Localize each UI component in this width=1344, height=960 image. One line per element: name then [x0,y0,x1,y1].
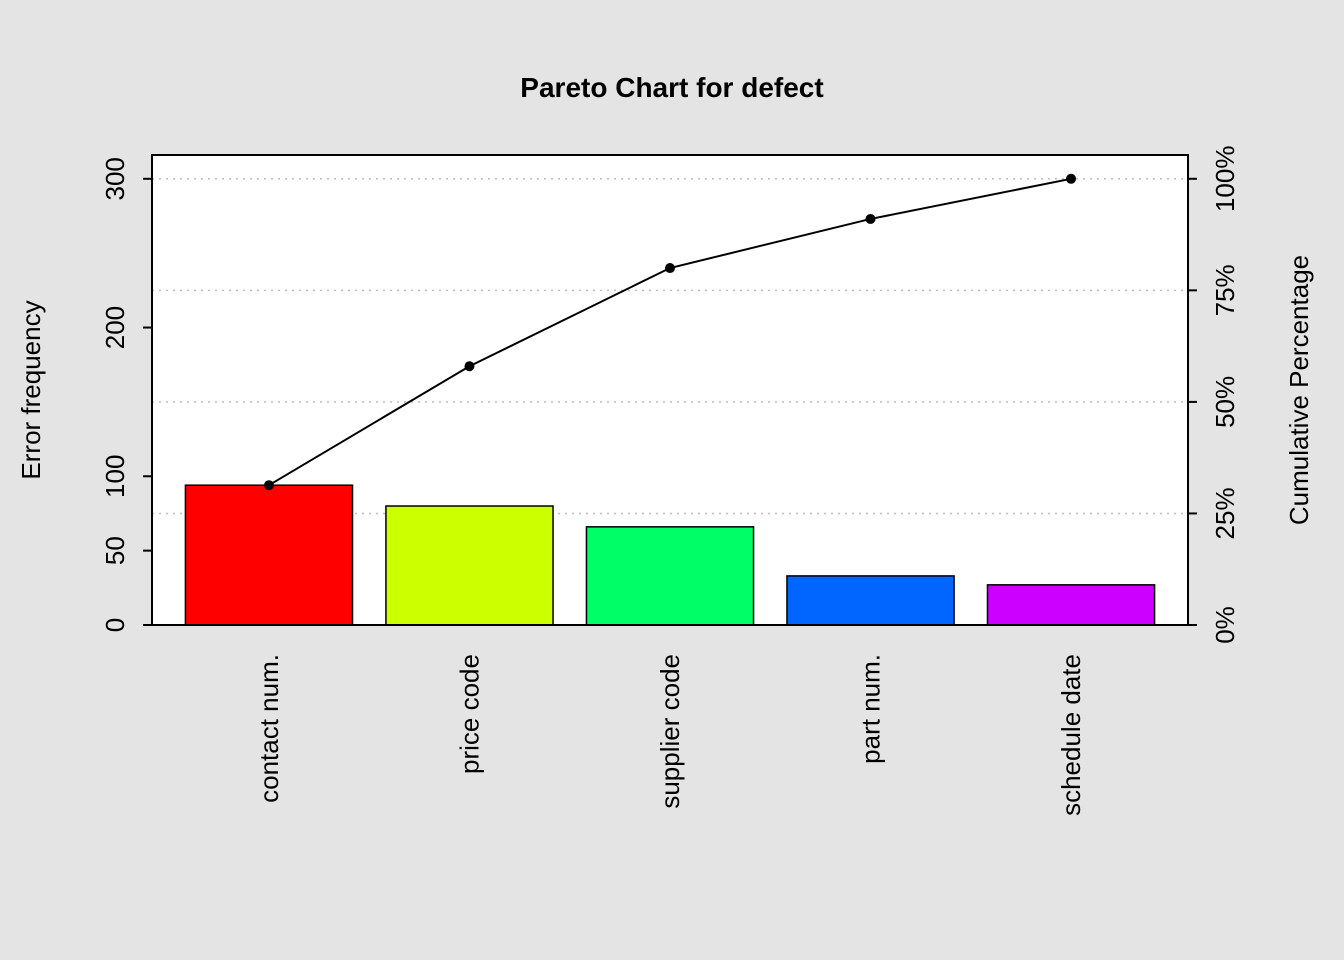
left-axis-title: Error frequency [16,300,46,479]
cumulative-point-2 [464,361,475,372]
bar-5 [986,584,1156,626]
left-axis-tick-label: 50 [100,536,130,565]
bars-layer [184,484,1156,626]
plot-box [151,154,1189,626]
cumulative-point-4 [865,213,876,224]
cumulative-line-layer [263,173,1077,491]
right-axis-tick-label: 0% [1210,606,1240,644]
right-axis-title: Cumulative Percentage [1284,255,1314,525]
x-category-label-4: part num. [856,654,886,764]
cumulative-point-1 [263,480,274,491]
cumulative-point-3 [665,263,675,274]
bar-1 [184,484,354,626]
x-category-label-1: contact num. [254,654,284,803]
left-axis-tick-label: 300 [100,157,130,200]
x-category-label-3: supplier code [655,654,685,809]
right-axis-tick-label: 50% [1210,376,1240,428]
left-axis-tick-label: 0 [100,618,130,632]
cumulative-point-5 [1066,173,1077,184]
x-category-label-2: price code [454,654,484,774]
axes-layer: 0 50 100 200 300 0% 25% 50% 75% 100% [100,146,1240,644]
bar-4 [786,575,955,626]
left-axis-tick-label: 100 [100,455,130,498]
right-axis-tick-label: 25% [1210,487,1240,539]
x-axis-labels-layer: contact num. price code supplier code part … [254,654,1086,816]
right-axis-tick-label: 75% [1210,264,1240,316]
right-axis-tick-label: 100% [1210,146,1240,213]
gridlines-layer [152,178,1188,515]
bar-3 [585,526,755,626]
x-category-label-5: schedule date [1056,654,1086,816]
chart-title: Pareto Chart for defect [520,72,823,103]
bar-2 [385,505,554,626]
left-axis-tick-label: 200 [100,306,130,349]
